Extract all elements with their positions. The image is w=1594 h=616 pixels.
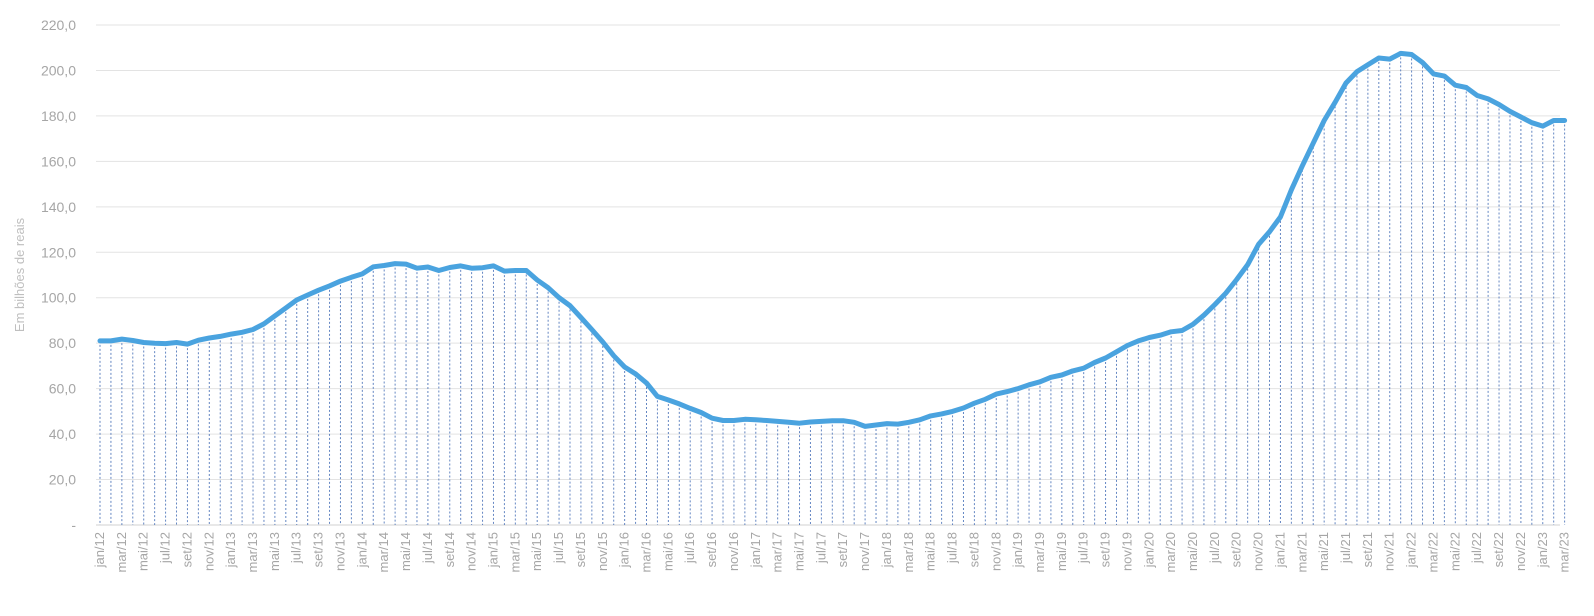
x-tick-label: jul/17 bbox=[813, 532, 828, 564]
x-tick-label: jul/20 bbox=[1207, 532, 1222, 564]
x-tick-label: mar/15 bbox=[507, 532, 522, 572]
y-tick-label: 100,0 bbox=[41, 290, 76, 306]
x-tick-label: mai/15 bbox=[529, 532, 544, 571]
x-tick-label: mar/17 bbox=[770, 532, 785, 572]
y-tick-label: 40,0 bbox=[49, 426, 76, 442]
x-tick-label: mai/21 bbox=[1316, 532, 1331, 571]
x-tick-label: jul/21 bbox=[1338, 532, 1353, 564]
x-tick-label: jan/20 bbox=[1141, 532, 1156, 568]
x-tick-label: jan/21 bbox=[1272, 532, 1287, 568]
x-tick-label: mar/22 bbox=[1426, 532, 1441, 572]
x-tick-label: jan/22 bbox=[1404, 532, 1419, 568]
x-tick-label: mai/19 bbox=[1054, 532, 1069, 571]
y-tick-label: 200,0 bbox=[41, 62, 76, 78]
x-tick-label: set/12 bbox=[179, 532, 194, 567]
x-tick-label: jan/18 bbox=[879, 532, 894, 568]
x-axis-ticks: jan/12 mar/12 mai/12 jul/12 set/12 nov/12 jan/… bbox=[92, 532, 1572, 572]
x-tick-label: nov/14 bbox=[464, 532, 479, 571]
x-tick-label: mai/13 bbox=[267, 532, 282, 571]
x-tick-label: set/13 bbox=[311, 532, 326, 567]
x-tick-label: mar/18 bbox=[901, 532, 916, 572]
x-tick-label: nov/13 bbox=[333, 532, 348, 571]
x-tick-label: nov/19 bbox=[1119, 532, 1134, 571]
y-tick-label: 120,0 bbox=[41, 244, 76, 260]
y-tick-label: 220,0 bbox=[41, 17, 76, 33]
x-tick-label: mar/14 bbox=[376, 532, 391, 572]
x-tick-label: nov/20 bbox=[1251, 532, 1266, 571]
x-tick-label: mai/20 bbox=[1185, 532, 1200, 571]
x-tick-label: nov/18 bbox=[988, 532, 1003, 571]
y-axis-title: Em bilhões de reais bbox=[12, 217, 27, 332]
x-tick-label: jan/23 bbox=[1535, 532, 1550, 568]
x-tick-label: set/21 bbox=[1360, 532, 1375, 567]
x-tick-label: set/14 bbox=[442, 532, 457, 567]
x-tick-label: jan/13 bbox=[223, 532, 238, 568]
x-tick-label: jul/18 bbox=[945, 532, 960, 564]
y-tick-label: 180,0 bbox=[41, 108, 76, 124]
x-tick-label: mar/13 bbox=[245, 532, 260, 572]
y-tick-label: 20,0 bbox=[49, 472, 76, 488]
y-tick-label: 160,0 bbox=[41, 153, 76, 169]
y-tick-label: 140,0 bbox=[41, 199, 76, 215]
x-tick-label: jul/12 bbox=[158, 532, 173, 564]
series-line bbox=[97, 50, 1568, 429]
x-tick-label: jul/14 bbox=[420, 532, 435, 564]
series-line-group bbox=[97, 50, 1568, 429]
x-tick-label: set/15 bbox=[573, 532, 588, 567]
x-tick-label: set/20 bbox=[1229, 532, 1244, 567]
x-tick-label: jan/16 bbox=[617, 532, 632, 568]
x-tick-label: mai/14 bbox=[398, 532, 413, 571]
x-tick-label: mai/22 bbox=[1447, 532, 1462, 571]
x-tick-label: nov/17 bbox=[857, 532, 872, 571]
x-tick-label: jul/19 bbox=[1076, 532, 1091, 564]
x-tick-label: set/22 bbox=[1491, 532, 1506, 567]
x-tick-label: mar/20 bbox=[1163, 532, 1178, 572]
x-tick-label: jul/13 bbox=[289, 532, 304, 564]
y-tick-label: 80,0 bbox=[49, 335, 76, 351]
x-tick-label: jan/17 bbox=[748, 532, 763, 568]
x-tick-label: mar/21 bbox=[1294, 532, 1309, 572]
x-tick-label: jan/12 bbox=[92, 532, 107, 568]
x-tick-label: jul/22 bbox=[1469, 532, 1484, 564]
gridlines bbox=[96, 24, 1560, 526]
x-tick-label: mai/12 bbox=[136, 532, 151, 571]
x-tick-label: nov/22 bbox=[1513, 532, 1528, 571]
y-tick-label: 60,0 bbox=[49, 381, 76, 397]
x-tick-label: nov/15 bbox=[595, 532, 610, 571]
x-tick-label: nov/21 bbox=[1382, 532, 1397, 571]
x-tick-label: jan/19 bbox=[1010, 532, 1025, 568]
x-tick-label: set/16 bbox=[704, 532, 719, 567]
x-tick-label: mar/12 bbox=[114, 532, 129, 572]
x-tick-label: mai/16 bbox=[660, 532, 675, 571]
y-tick-label: - bbox=[71, 517, 76, 533]
x-tick-label: jul/15 bbox=[551, 532, 566, 564]
drop-lines bbox=[99, 53, 1566, 525]
y-axis-ticks: - 20,0 40,0 60,0 80,0 100,0 120,0 140,0 160,0 180… bbox=[41, 17, 76, 533]
x-tick-label: mar/19 bbox=[1032, 532, 1047, 572]
x-tick-label: mai/17 bbox=[792, 532, 807, 571]
x-tick-label: set/18 bbox=[966, 532, 981, 567]
x-tick-label: mar/16 bbox=[639, 532, 654, 572]
x-tick-label: nov/12 bbox=[201, 532, 216, 571]
x-tick-label: set/17 bbox=[835, 532, 850, 567]
x-tick-label: jan/15 bbox=[486, 532, 501, 568]
x-tick-label: nov/16 bbox=[726, 532, 741, 571]
x-tick-label: jan/14 bbox=[354, 532, 369, 568]
x-tick-label: mar/23 bbox=[1557, 532, 1572, 572]
x-tick-label: jul/16 bbox=[682, 532, 697, 564]
x-tick-label: mai/18 bbox=[923, 532, 938, 571]
x-tick-label: set/19 bbox=[1098, 532, 1113, 567]
